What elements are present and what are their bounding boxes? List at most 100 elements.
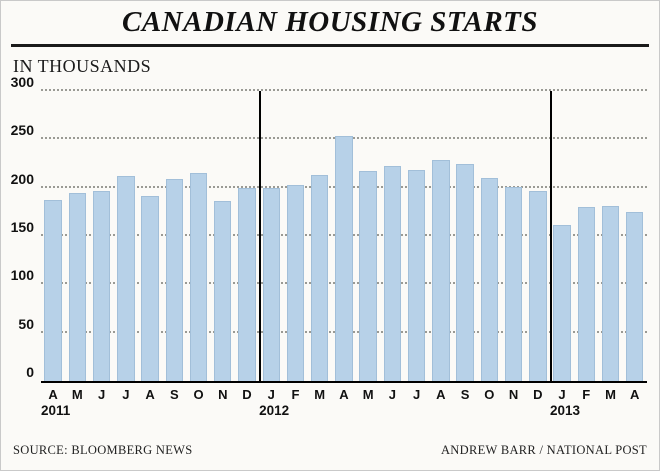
bar-2012-A bbox=[432, 159, 450, 381]
bar-slot bbox=[429, 91, 453, 381]
month-label: J bbox=[413, 387, 421, 402]
month-label: A bbox=[48, 387, 58, 402]
month-label: S bbox=[169, 387, 179, 402]
chart-subtitle: IN THOUSANDS bbox=[13, 56, 152, 76]
bar-2012-N bbox=[504, 186, 523, 381]
ytick-label-0: 0 bbox=[26, 364, 34, 380]
month-label: J bbox=[558, 387, 566, 402]
title-divider bbox=[11, 44, 649, 47]
bar-2011-M bbox=[68, 192, 87, 381]
month-label: M bbox=[71, 387, 83, 402]
bar-slot bbox=[41, 91, 65, 381]
bar-2013-A bbox=[626, 211, 644, 381]
bar-2011-D bbox=[238, 187, 256, 381]
bar-2012-J bbox=[262, 187, 280, 381]
bar-2011-J bbox=[92, 190, 111, 381]
chart-title: CANADIAN HOUSING STARTS bbox=[122, 6, 538, 38]
bar-slot bbox=[477, 91, 501, 381]
source-credit: SOURCE: BLOOMBERG NEWS bbox=[13, 443, 193, 457]
month-label: F bbox=[291, 387, 300, 402]
bar-slot bbox=[405, 91, 429, 381]
bar-slot bbox=[574, 91, 598, 381]
month-label: M bbox=[362, 387, 374, 402]
bar-slot bbox=[380, 91, 404, 381]
ytick-label-100: 100 bbox=[10, 267, 34, 284]
bar-2012-A bbox=[335, 136, 353, 381]
bar-2012-O bbox=[480, 178, 499, 381]
bar-2012-D bbox=[529, 190, 547, 381]
bar-2013-F bbox=[577, 207, 595, 381]
ytick-label-200: 200 bbox=[10, 170, 34, 187]
bar-2012-F bbox=[286, 184, 305, 381]
bar-slot bbox=[89, 91, 113, 381]
month-label: A bbox=[339, 387, 349, 402]
year-label-2011: 2011 bbox=[41, 403, 71, 418]
month-label: M bbox=[314, 387, 326, 402]
gridline-300 bbox=[41, 89, 647, 91]
bar-2012-M bbox=[359, 171, 377, 381]
bar-slot bbox=[501, 91, 525, 381]
bar-2011-N bbox=[214, 201, 232, 381]
bar-slot bbox=[114, 91, 138, 381]
month-label: N bbox=[218, 387, 228, 402]
bar-2012-J bbox=[383, 166, 402, 381]
bar-slot bbox=[65, 91, 89, 381]
bar-slot bbox=[332, 91, 356, 381]
bar-slot bbox=[283, 91, 307, 381]
bar-slot bbox=[235, 91, 259, 381]
bar-2011-A bbox=[141, 196, 159, 381]
ytick-label-150: 150 bbox=[10, 219, 34, 235]
year-label-2013: 2013 bbox=[550, 403, 581, 418]
month-label: J bbox=[267, 387, 275, 402]
bar-2011-J bbox=[117, 176, 135, 381]
bar-2013-M bbox=[601, 206, 620, 381]
ytick-label-300: 300 bbox=[10, 74, 34, 90]
bar-slot bbox=[259, 91, 283, 381]
month-label: N bbox=[508, 387, 519, 402]
plot-area: 0 50 100 150 200 250 300 bbox=[11, 74, 647, 383]
bar-2011-O bbox=[189, 173, 208, 381]
year-label-2012: 2012 bbox=[259, 403, 290, 418]
bar-slot bbox=[162, 91, 186, 381]
bar-slot bbox=[598, 91, 622, 381]
bar-slot bbox=[211, 91, 235, 381]
month-label: A bbox=[145, 387, 155, 402]
bar-2012-M bbox=[310, 175, 329, 381]
month-label: S bbox=[460, 387, 470, 402]
bar-2011-A bbox=[44, 200, 62, 381]
bar-slot bbox=[186, 91, 210, 381]
month-label: O bbox=[193, 387, 204, 402]
bar-2013-J bbox=[553, 225, 571, 381]
bar-slot bbox=[550, 91, 574, 381]
month-label: J bbox=[388, 387, 397, 402]
author-credit: ANDREW BARR / NATIONAL POST bbox=[440, 443, 647, 457]
month-label: A bbox=[630, 387, 640, 402]
year-separator bbox=[259, 91, 262, 381]
year-labels: 2011 2012 2013 bbox=[41, 403, 647, 421]
bar-slot bbox=[623, 91, 647, 381]
month-label: J bbox=[122, 387, 130, 402]
month-label: J bbox=[97, 387, 106, 402]
month-label: D bbox=[242, 387, 252, 402]
footer: SOURCE: BLOOMBERG NEWS ANDREW BARR / NAT… bbox=[13, 443, 647, 458]
month-label: A bbox=[436, 387, 446, 402]
bar-slot bbox=[453, 91, 477, 381]
month-label: O bbox=[484, 387, 495, 402]
bar-slot bbox=[356, 91, 380, 381]
bars-layer bbox=[41, 91, 647, 381]
month-label: D bbox=[533, 387, 543, 402]
month-label: M bbox=[605, 387, 616, 402]
bar-2012-J bbox=[407, 170, 426, 381]
bar-2012-S bbox=[456, 164, 474, 381]
bar-slot bbox=[526, 91, 550, 381]
bar-slot bbox=[308, 91, 332, 381]
month-label: F bbox=[582, 387, 591, 402]
bar-slot bbox=[138, 91, 162, 381]
year-separator bbox=[550, 91, 553, 381]
bar-2011-S bbox=[165, 178, 183, 381]
ytick-label-50: 50 bbox=[18, 315, 34, 332]
ytick-label-250: 250 bbox=[10, 122, 34, 139]
